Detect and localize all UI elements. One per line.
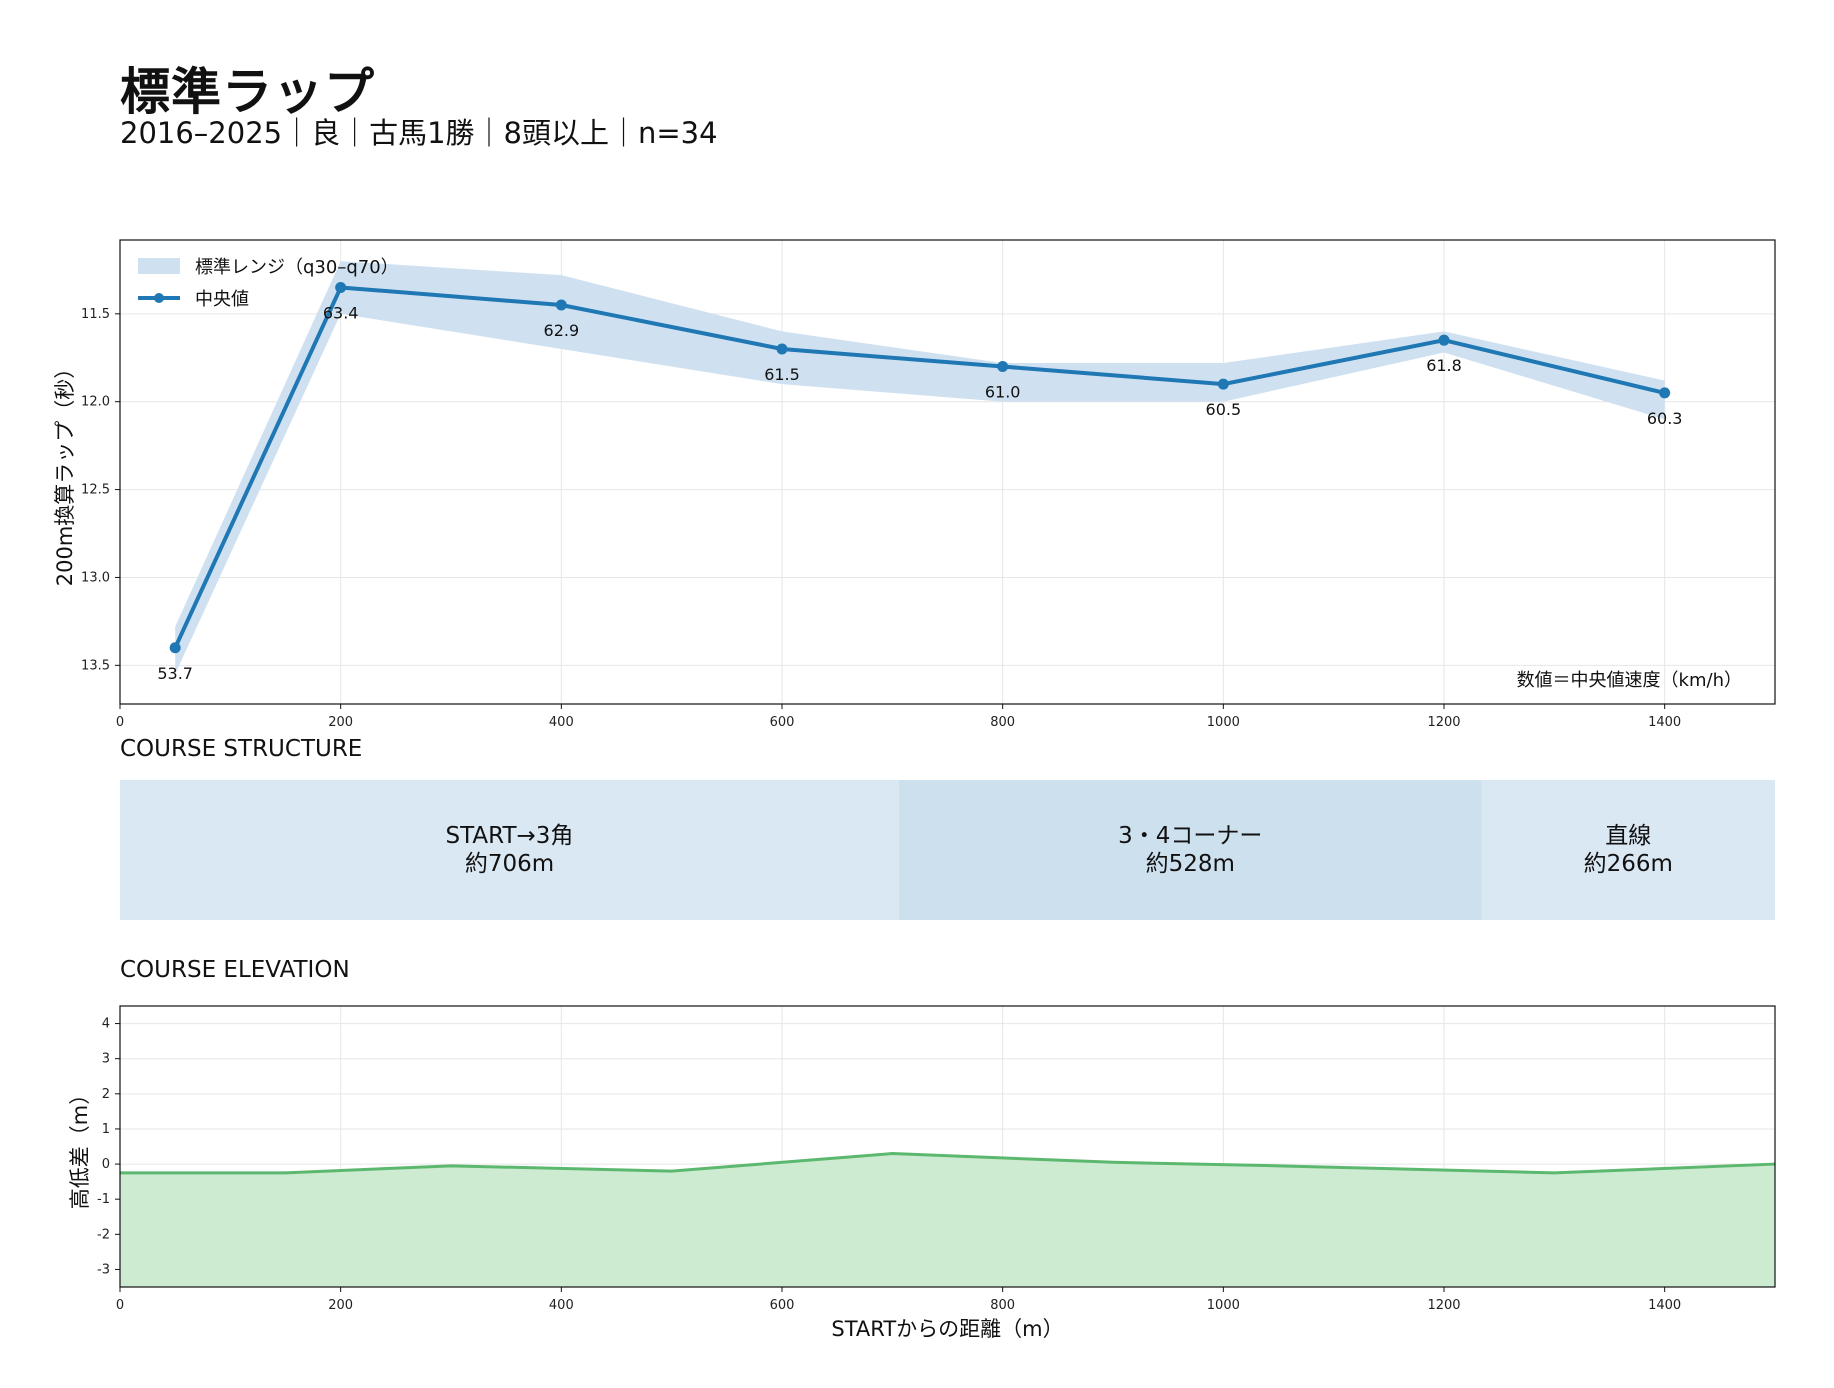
- median-point: [1438, 334, 1450, 346]
- speed-label: 60.5: [1206, 400, 1242, 419]
- y-tick-label: -1: [97, 1192, 110, 1207]
- x-tick-label: 1200: [1427, 715, 1460, 730]
- x-tick-label: 600: [770, 715, 795, 730]
- segment-name: 3・4コーナー: [1118, 823, 1262, 849]
- y-tick-label: 12.5: [81, 483, 110, 498]
- y-tick-label: 1: [102, 1122, 110, 1137]
- elevation-area: [120, 1153, 1775, 1287]
- speed-labels: 53.7 63.4 62.9 61.5 61.0 60.5 61.8 60.3: [157, 303, 1682, 682]
- y-tick-label: 3: [102, 1052, 110, 1067]
- speed-label: 61.0: [985, 383, 1021, 402]
- segment-name: 直線: [1605, 823, 1651, 849]
- median-point: [997, 361, 1009, 373]
- y-tick-label: 0: [102, 1157, 110, 1172]
- legend-band-swatch: [138, 258, 180, 274]
- segment-length: 約266m: [1584, 851, 1673, 877]
- segment-length: 約528m: [1146, 851, 1235, 877]
- x-tick-label: 1000: [1207, 715, 1240, 730]
- elevation-chart: 0 200 400 600 800 1000 1200 1400 4 3 2 1 0 -1 -2 -3 高低差…: [68, 1005, 1776, 1341]
- median-point: [1659, 387, 1671, 399]
- speed-label: 61.8: [1426, 356, 1462, 375]
- x-tick-label: 400: [549, 1298, 574, 1313]
- standard-range-band: [175, 261, 1665, 675]
- speed-label: 63.4: [323, 303, 359, 322]
- median-point: [1217, 378, 1229, 390]
- elevation-ticks: 0 200 400 600 800 1000 1200 1400 4 3 2 1 0 -1 -2 -3: [97, 1017, 1681, 1313]
- lap-grid: [119, 240, 1775, 704]
- y-tick-label: 2: [102, 1087, 110, 1102]
- course-segment: [1481, 780, 1775, 920]
- legend: 標準レンジ（q30–q70） 中央値: [138, 257, 399, 310]
- x-tick-label: 1400: [1648, 715, 1681, 730]
- speed-label: 62.9: [544, 321, 580, 340]
- x-tick-label: 400: [549, 715, 574, 730]
- x-tick-label: 200: [328, 1298, 353, 1313]
- y-tick-label: 13.5: [81, 658, 110, 673]
- elevation-line: [120, 1152, 1776, 1175]
- segment-length: 約706m: [465, 851, 554, 877]
- course-structure-title: COURSE STRUCTURE: [120, 736, 362, 762]
- y-tick-label: 11.5: [81, 307, 110, 322]
- lap-ticks: 0 200 400 600 800 1000 1200 1400 11.5 12.0 12.5 13.…: [81, 307, 1681, 730]
- median-point: [555, 299, 567, 311]
- elevation-y-axis-label: 高低差（m）: [68, 1084, 92, 1209]
- segment-name: START→3角: [446, 823, 574, 849]
- lap-chart: 53.7 63.4 62.9 61.5 61.0 60.5 61.8 60.3 0 200 400…: [53, 239, 1776, 730]
- x-tick-label: 800: [990, 715, 1015, 730]
- elevation-frame: [119, 1005, 1776, 1288]
- course-elevation-title: COURSE ELEVATION: [120, 957, 350, 983]
- page-subtitle: 2016–2025｜良｜古馬1勝｜8頭以上｜n=34: [120, 116, 718, 150]
- x-tick-label: 600: [770, 1298, 795, 1313]
- lap-frame: [119, 239, 1776, 705]
- median-points: [169, 281, 1671, 654]
- x-tick-label: 0: [116, 715, 124, 730]
- median-point: [169, 642, 181, 654]
- median-point: [335, 281, 347, 293]
- y-tick-label: -2: [97, 1227, 110, 1242]
- y-tick-label: -3: [97, 1262, 110, 1277]
- x-tick-label: 800: [990, 1298, 1015, 1313]
- median-point: [776, 343, 788, 355]
- speed-label: 53.7: [157, 664, 193, 683]
- x-tick-label: 200: [328, 715, 353, 730]
- speed-label: 61.5: [764, 365, 800, 384]
- speed-note: 数値＝中央値速度（km/h）: [1517, 670, 1742, 691]
- y-tick-label: 12.0: [81, 395, 110, 410]
- speed-label: 60.3: [1647, 409, 1683, 428]
- x-tick-label: 1000: [1207, 1298, 1240, 1313]
- course-segment: [120, 780, 899, 920]
- legend-line-label: 中央値: [195, 289, 249, 310]
- x-tick-label: 1200: [1427, 1298, 1460, 1313]
- median-line: [173, 285, 1666, 649]
- legend-band-label: 標準レンジ（q30–q70）: [195, 257, 399, 278]
- y-tick-label: 13.0: [81, 570, 110, 585]
- x-tick-label: 1400: [1648, 1298, 1681, 1313]
- elevation-x-axis-label: STARTからの距離（m）: [831, 1317, 1063, 1341]
- course-segment: [898, 780, 1482, 920]
- page-title: 標準ラップ: [120, 63, 375, 121]
- y-tick-label: 4: [102, 1017, 110, 1032]
- lap-y-axis-label: 200m換算ラップ（秒）: [53, 358, 77, 587]
- x-tick-label: 0: [116, 1298, 124, 1313]
- legend-line-dot: [154, 293, 164, 303]
